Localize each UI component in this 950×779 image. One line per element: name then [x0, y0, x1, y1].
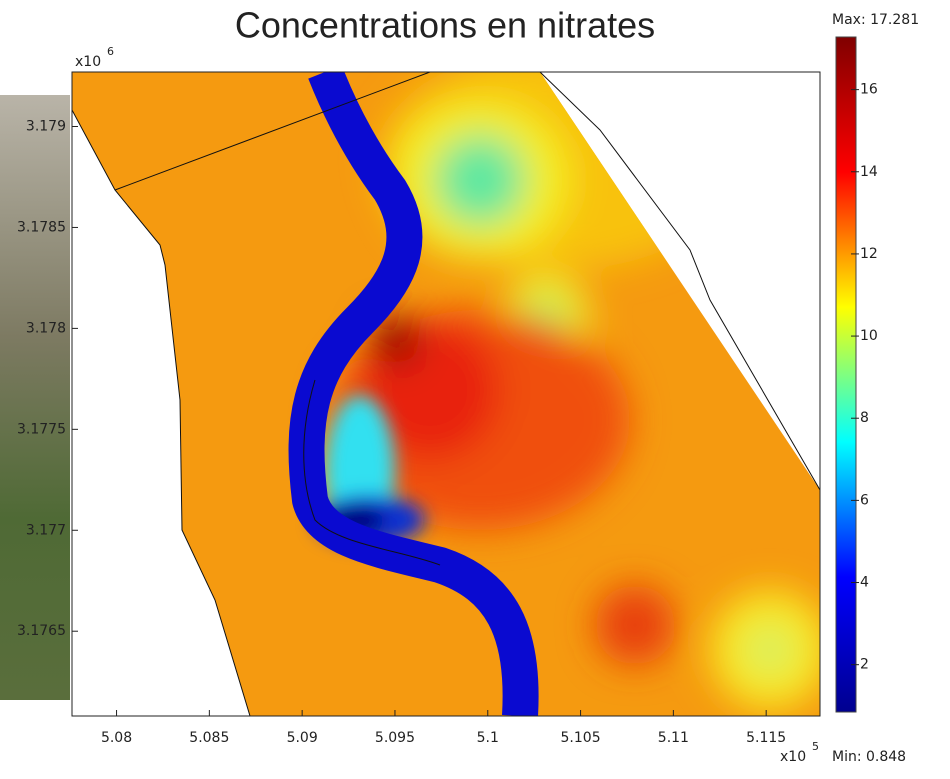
colorbar-tick-label: 10: [860, 328, 878, 344]
field: [72, 72, 820, 716]
colorbar-min-label: Min: 0.848: [832, 749, 906, 765]
y-tick-label: 3.1775: [17, 421, 66, 437]
x-tick-label: 5.1: [477, 730, 499, 746]
colorbar-tick-label: 16: [860, 82, 878, 98]
x-tick-label: 5.085: [189, 730, 229, 746]
x-tick-label: 5.095: [375, 730, 415, 746]
y-tick-label: 3.1785: [17, 219, 66, 235]
colorbar-tick-label: 8: [860, 410, 869, 426]
y-multiplier-exp: 6: [107, 45, 114, 58]
x-tick-label: 5.105: [561, 730, 601, 746]
colorbar-tick-label: 2: [860, 657, 869, 673]
x-tick-label: 5.08: [101, 730, 132, 746]
colorbar-tick-label: 12: [860, 246, 878, 262]
background-photo: [0, 95, 70, 700]
colorbar-tick-label: 6: [860, 492, 869, 508]
x-tick-label: 5.11: [658, 730, 689, 746]
y-tick-label: 3.179: [26, 119, 66, 135]
y-multiplier: x10: [75, 54, 101, 70]
colorbar: [835, 36, 857, 713]
chart-title: Concentrations en nitrates: [235, 5, 655, 46]
x-tick-label: 5.09: [287, 730, 318, 746]
y-tick-label: 3.178: [26, 320, 66, 336]
x-multiplier: x10: [780, 749, 806, 765]
colorbar-max-label: Max: 17.281: [832, 12, 919, 28]
y-tick-label: 3.177: [26, 522, 66, 538]
x-tick-label: 5.115: [746, 730, 786, 746]
x-multiplier-exp: 5: [812, 740, 819, 753]
plot-frame: [71, 71, 821, 717]
colorbar-tick-label: 4: [860, 575, 869, 591]
colorbar-tick-label: 14: [860, 164, 878, 180]
y-tick-label: 3.1765: [17, 623, 66, 639]
